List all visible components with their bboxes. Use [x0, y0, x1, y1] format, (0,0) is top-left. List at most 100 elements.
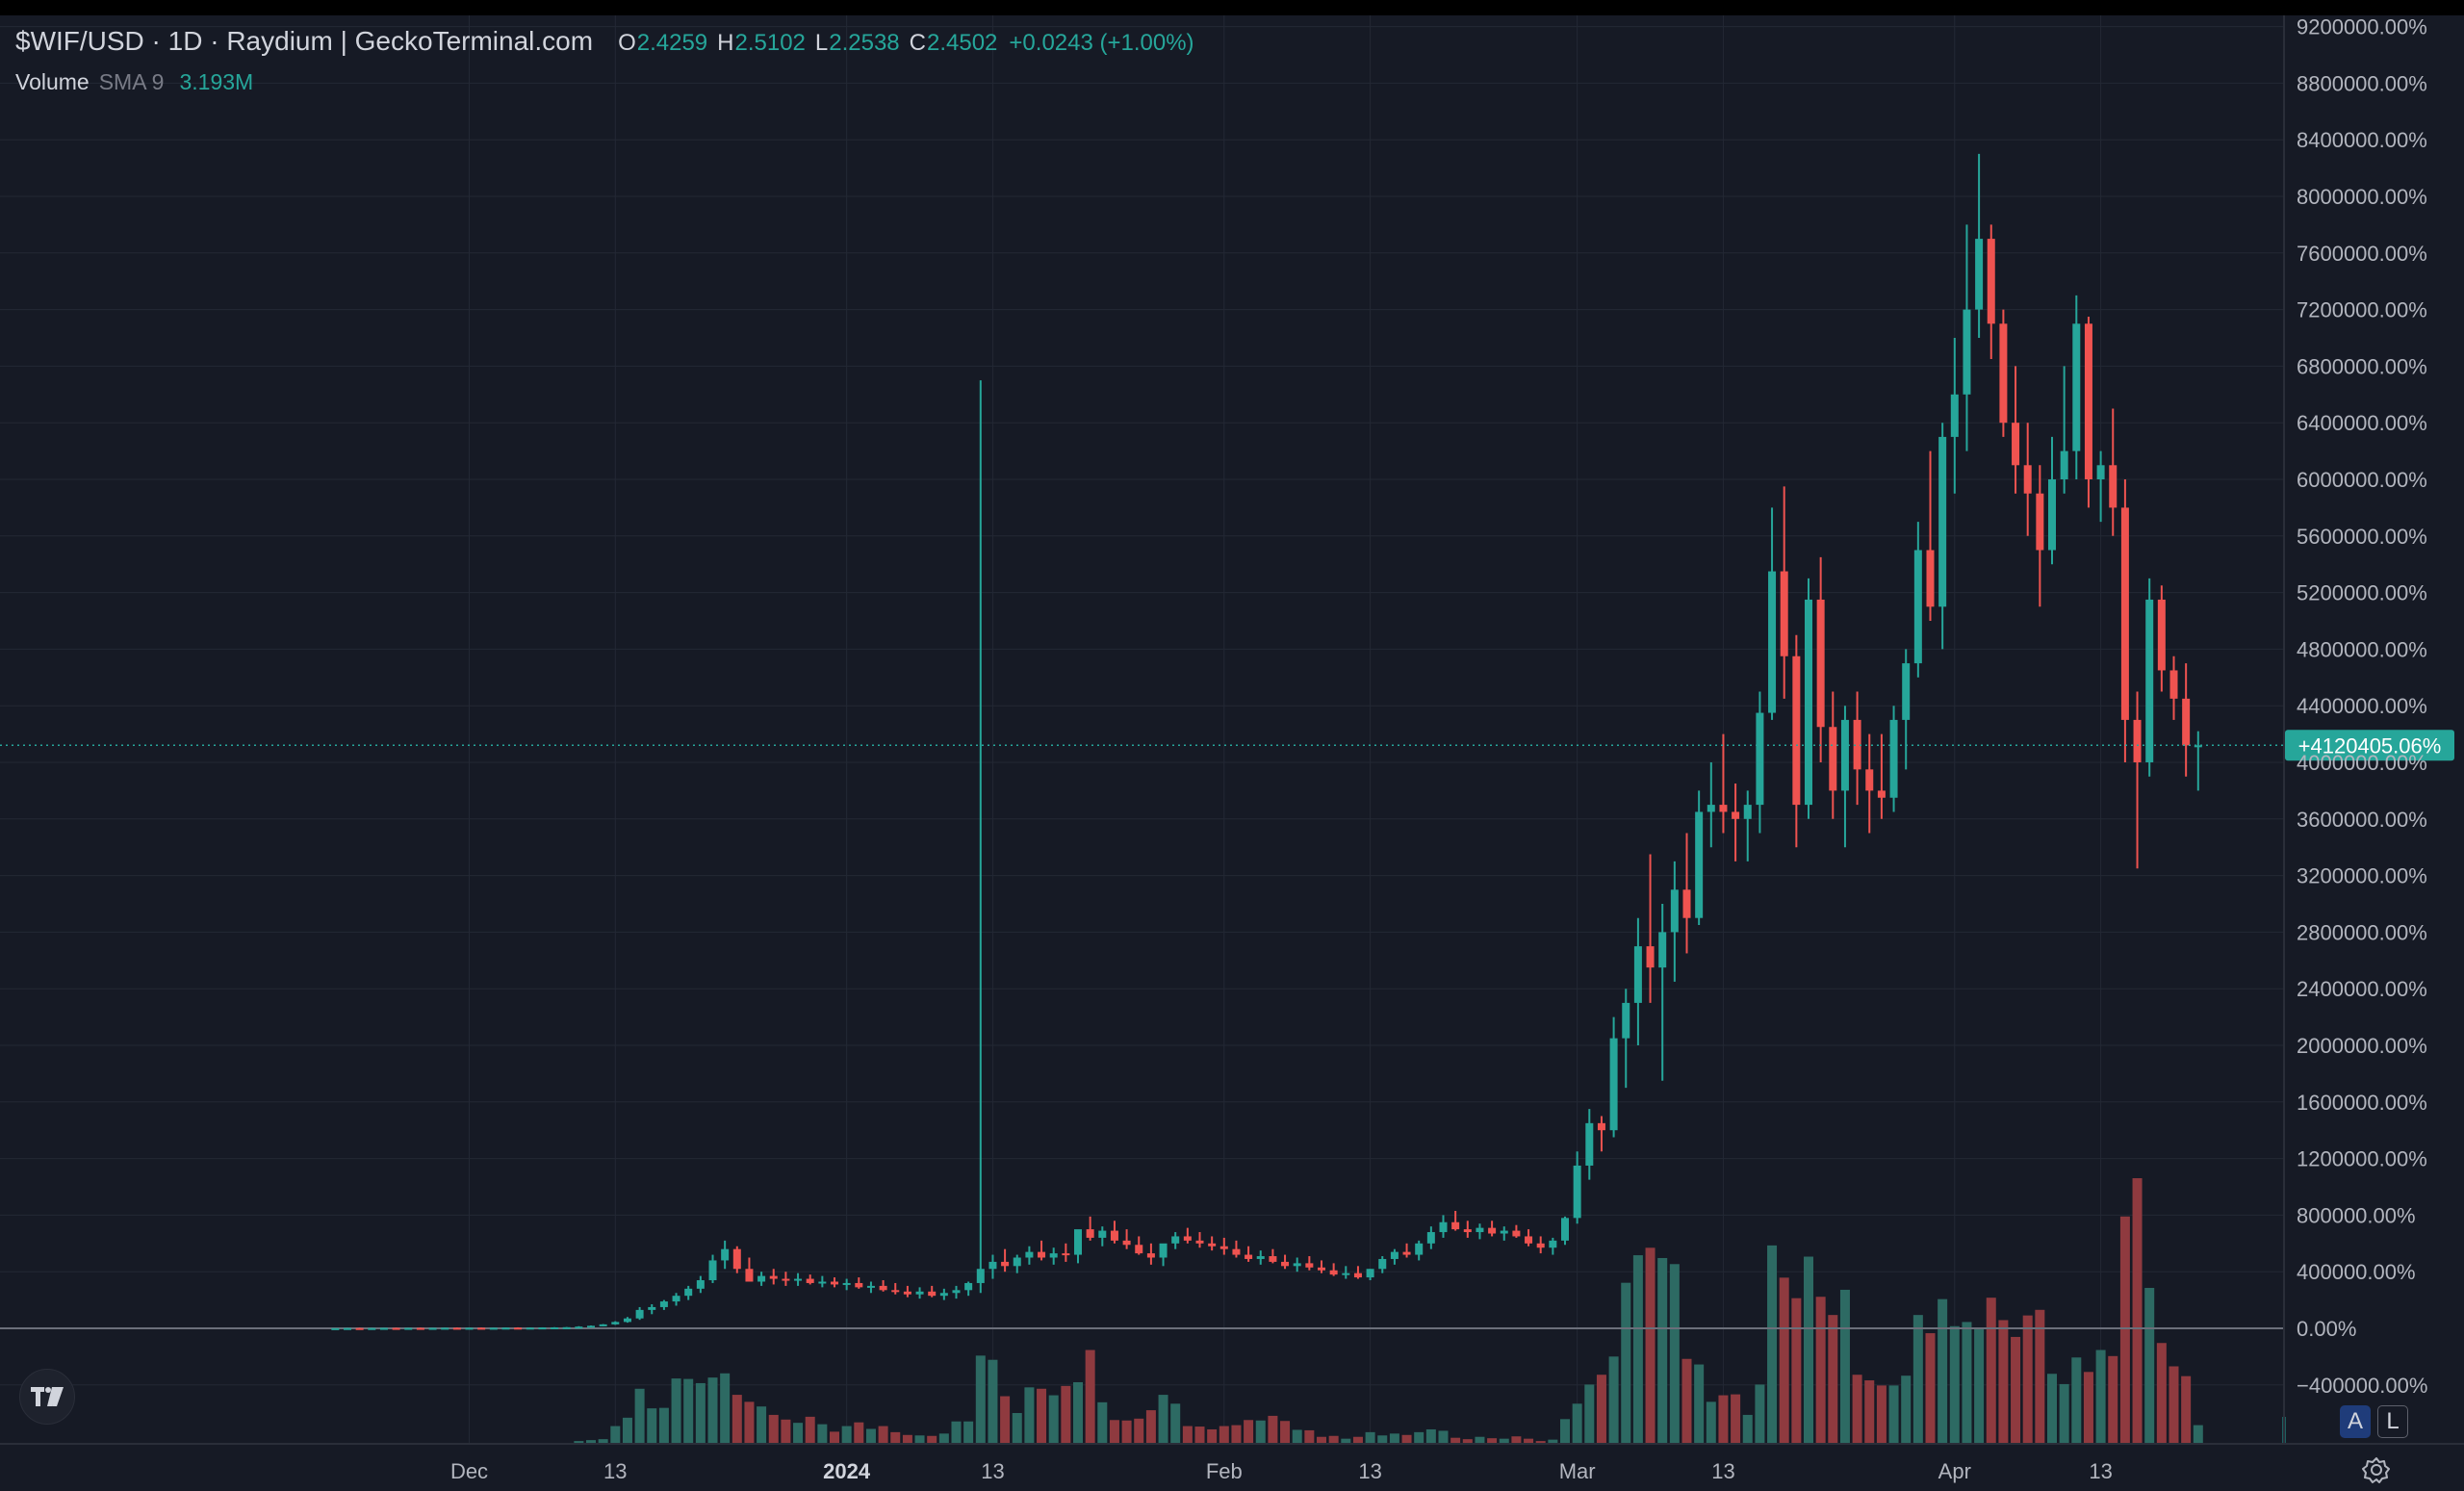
y-tick-label: 2800000.00%: [2297, 920, 2427, 944]
y-tick-label: 4000000.00%: [2297, 751, 2427, 775]
candle-body: [1208, 1243, 1217, 1247]
volume-bar: [2132, 1178, 2143, 1444]
candle-body: [1281, 1261, 1290, 1267]
time-axis[interactable]: Dec 13 2024 13 Feb 13 Mar 13 Apr 13: [0, 1443, 2464, 1483]
candle-body: [1926, 550, 1935, 607]
candle-body: [1743, 805, 1752, 819]
candle-body: [1902, 663, 1911, 720]
y-tick-label: 8000000.00%: [2297, 185, 2427, 209]
volume-bar: [1048, 1395, 1059, 1444]
candle-body: [526, 1327, 534, 1330]
candle-body: [1609, 1038, 1618, 1131]
candle-body: [2157, 599, 2166, 671]
candle-body: [1999, 323, 2008, 424]
candle-body: [1451, 1221, 1460, 1230]
volume-bar: [1901, 1375, 1912, 1444]
candle-body: [988, 1261, 997, 1270]
log-scale-button[interactable]: L: [2377, 1405, 2408, 1438]
last-price-label: +4120405.06%: [2298, 733, 2442, 758]
settings-icon[interactable]: [2362, 1455, 2391, 1484]
volume-bar: [574, 1441, 584, 1444]
volume-bar: [938, 1433, 949, 1444]
volume-bar: [1706, 1401, 1716, 1444]
volume-bar: [781, 1419, 791, 1444]
symbol-title[interactable]: $WIF/USD · 1D · Raydium | GeckoTerminal.…: [15, 26, 594, 56]
volume-bar: [647, 1408, 657, 1444]
candle-body: [1840, 719, 1849, 791]
volume-bar: [951, 1421, 962, 1444]
candle-body: [732, 1248, 741, 1270]
volume-bar: [683, 1378, 694, 1444]
volume-bar: [1304, 1429, 1315, 1444]
candle-body: [1402, 1251, 1411, 1255]
x-tick-label: 2024: [823, 1459, 871, 1483]
candle-body: [1013, 1257, 1021, 1267]
volume-bar: [1475, 1436, 1485, 1444]
volume-bar: [1414, 1431, 1424, 1444]
candle-body: [891, 1290, 900, 1293]
y-tick-label: 8400000.00%: [2297, 128, 2427, 152]
candle-body: [1426, 1232, 1435, 1244]
y-tick-label: 400000.00%: [2297, 1260, 2416, 1284]
volume-bar: [1487, 1438, 1498, 1444]
volume-bar: [975, 1355, 986, 1444]
tradingview-logo-icon[interactable]: [19, 1369, 75, 1425]
y-tick-label: 6800000.00%: [2297, 354, 2427, 378]
last-price-line: +4120405.06%: [0, 730, 2454, 1444]
volume-bar: [1731, 1394, 1741, 1444]
candle-body: [2036, 493, 2044, 551]
volume-bar: [1073, 1381, 1083, 1444]
candle-body: [1816, 599, 1825, 728]
volume-bar: [1292, 1429, 1302, 1444]
volume-bar: [2083, 1372, 2093, 1444]
candle-body: [1987, 239, 1995, 324]
volume-bar: [1608, 1356, 1619, 1444]
volume-legend[interactable]: Volume SMA 9 3.193M: [15, 69, 253, 95]
volume-bar: [1925, 1333, 1936, 1444]
candle-body: [514, 1327, 523, 1330]
volume-bar: [2193, 1425, 2203, 1444]
candle-body: [1670, 889, 1679, 933]
volume-bar: [1876, 1385, 1886, 1444]
symbol-legend: $WIF/USD · 1D · Raydium | GeckoTerminal.…: [15, 26, 1194, 57]
y-tick-label: 7200000.00%: [2297, 298, 2427, 322]
volume-bar: [2169, 1366, 2179, 1444]
candle-body: [928, 1291, 937, 1297]
candle-body: [939, 1293, 948, 1297]
candle-body: [2012, 423, 2020, 466]
candle-body: [404, 1327, 413, 1330]
candle-body: [1646, 946, 1655, 968]
volume-bar: [1389, 1433, 1399, 1444]
volume-histogram: [330, 1178, 2203, 1444]
candle-body: [1171, 1236, 1180, 1244]
y-tick-label: 6400000.00%: [2297, 411, 2427, 435]
candle-body: [2023, 465, 2032, 494]
candle-body: [1719, 805, 1728, 812]
x-tick-label: Mar: [1559, 1459, 1596, 1483]
candle-body: [1913, 550, 1922, 664]
candle-body: [1074, 1229, 1082, 1255]
candle-body: [648, 1306, 656, 1310]
volume-bar: [1572, 1403, 1582, 1444]
candle-body: [757, 1275, 766, 1282]
candle-body: [2145, 599, 2154, 762]
x-tick-label: 13: [1358, 1459, 1381, 1483]
x-tick-label: Dec: [450, 1459, 488, 1483]
volume-bar: [1742, 1414, 1753, 1444]
candle-body: [2084, 323, 2092, 479]
candle-body: [1366, 1269, 1374, 1278]
volume-bar: [610, 1426, 621, 1444]
candle-body: [1512, 1230, 1521, 1237]
candle-body: [1232, 1248, 1241, 1255]
low-label: L: [814, 30, 829, 56]
price-axis[interactable]: 9200000.00% 8800000.00% 8400000.00% 8000000…: [2283, 15, 2427, 1444]
auto-scale-button[interactable]: A: [2340, 1405, 2371, 1438]
candle-body: [1525, 1236, 1533, 1244]
candle-body: [1318, 1267, 1325, 1271]
volume-bar: [732, 1395, 742, 1444]
volume-bar: [988, 1359, 998, 1444]
volume-bar: [1145, 1410, 1156, 1444]
candle-body: [368, 1327, 376, 1330]
low-value: 2.2538: [829, 30, 900, 56]
